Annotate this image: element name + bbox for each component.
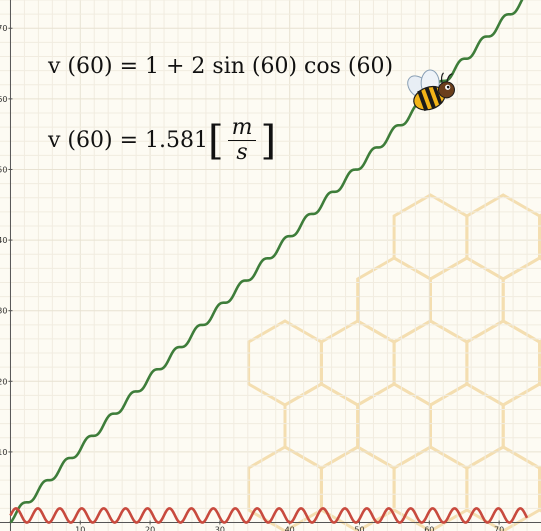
bee-icon[interactable]	[401, 60, 462, 115]
bee-head	[437, 81, 455, 99]
hexagon-cell	[429, 382, 505, 470]
hexagon-cell	[538, 213, 541, 261]
hexagon-cell	[356, 382, 432, 470]
bracket-right: ]	[260, 117, 277, 164]
equation-velocity-formula: v (60) = 1 + 2 sin (60) cos (60)	[48, 54, 393, 79]
hexagon-cell	[501, 256, 541, 344]
hexagon-cell	[319, 319, 396, 407]
unit-numerator: m	[227, 116, 257, 141]
hexagon-cell	[465, 319, 541, 407]
honeycomb-decoration	[247, 193, 541, 531]
y-tick-label: 70	[0, 24, 7, 33]
equation-value-text: v (60) = 1.581	[48, 128, 208, 153]
unit-fraction: m s	[227, 116, 257, 165]
tick-labels: 10 20 30 40 50 60 70 10 20 30 40 50 60 70	[0, 24, 504, 531]
x-tick-label: 40	[285, 526, 295, 531]
y-tick-label: 60	[0, 95, 7, 104]
hexagon-cell	[465, 193, 541, 281]
equation-text: v (60) = 1 + 2 sin (60) cos (60)	[48, 54, 394, 79]
hexagon-cell	[392, 193, 469, 281]
equation-velocity-value: v (60) = 1.581 [ m s ]	[48, 116, 276, 165]
hexagon-cell	[429, 256, 505, 344]
bee-stripe	[432, 86, 443, 105]
position-curve	[9, 0, 524, 524]
hexagon-cell	[538, 339, 541, 387]
curves	[9, 0, 529, 524]
velocity-curve	[9, 507, 529, 524]
unit-denominator: s	[236, 140, 248, 165]
x-tick-label: 30	[215, 526, 225, 531]
hexagon-cell	[283, 382, 360, 470]
bracket-left: [	[207, 117, 224, 164]
hexagon-cell	[501, 382, 541, 470]
hexagon-cell	[356, 256, 432, 344]
y-tick-label: 30	[0, 307, 7, 316]
hexagon-cell	[392, 319, 469, 407]
bee-stripe	[417, 90, 429, 112]
bee-pupil	[446, 85, 450, 89]
y-tick-label: 20	[0, 377, 7, 386]
bee-antennae	[440, 72, 453, 85]
hexagon-cell	[247, 319, 323, 407]
x-tick-label: 50	[354, 526, 364, 531]
x-tick-label: 10	[75, 526, 85, 531]
bee-stripe	[424, 86, 436, 109]
x-tick-label: 70	[494, 526, 504, 531]
x-tick-label: 60	[424, 526, 434, 531]
hexagon-cell	[465, 445, 541, 531]
x-tick-label: 20	[145, 526, 155, 531]
y-tick-label: 40	[0, 236, 7, 245]
y-tick-label: 10	[0, 448, 7, 457]
hexagon-cell	[538, 465, 541, 513]
y-tick-label: 50	[0, 165, 7, 174]
